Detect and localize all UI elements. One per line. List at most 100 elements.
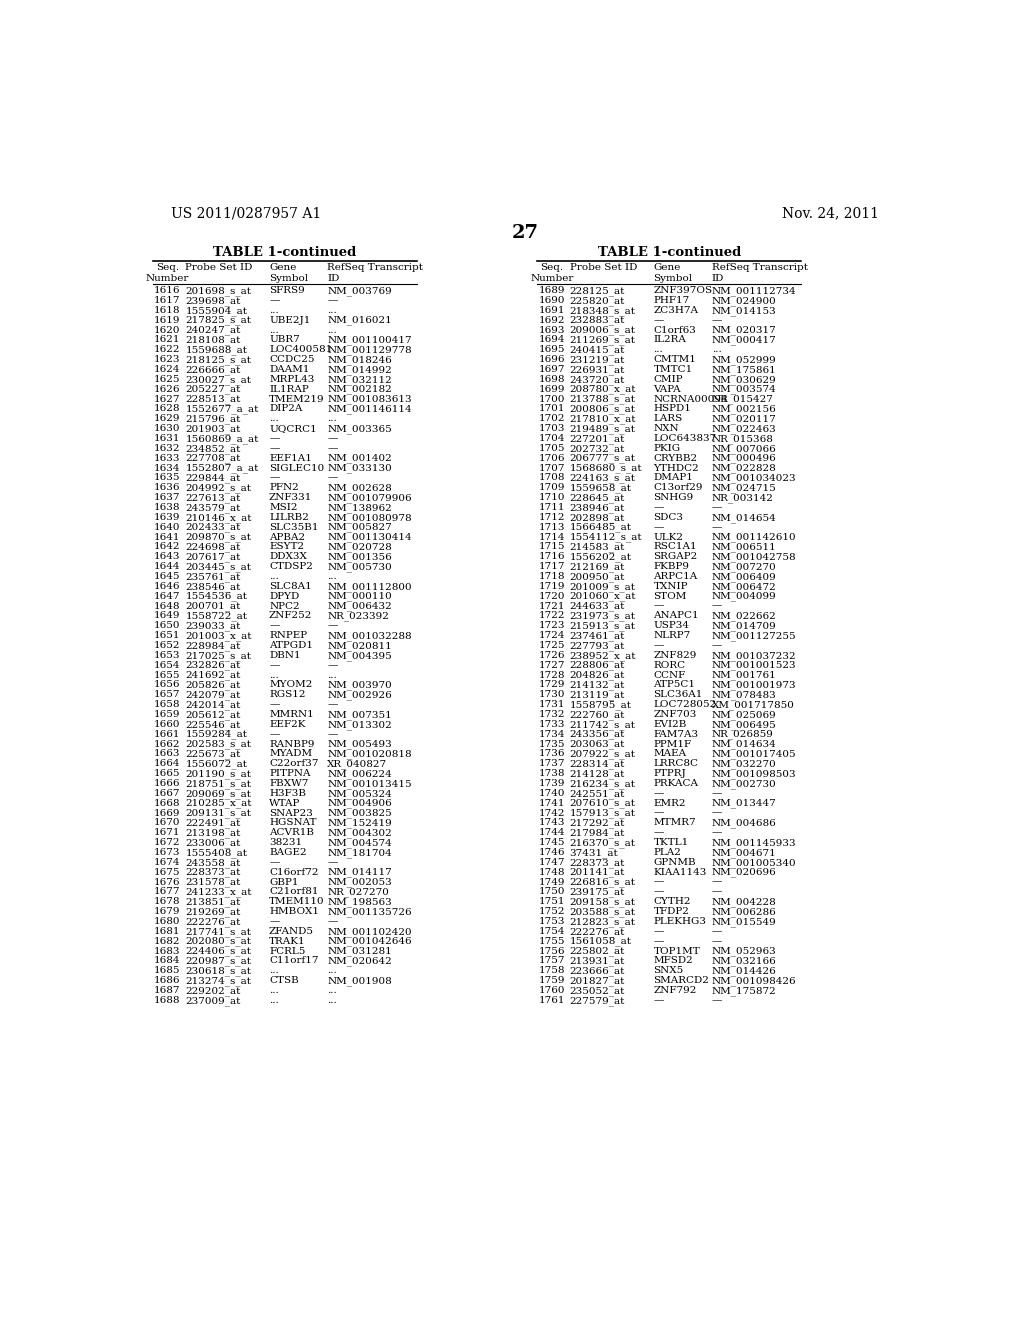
- Text: DMAP1: DMAP1: [653, 474, 693, 483]
- Text: —: —: [712, 809, 722, 817]
- Text: 1688: 1688: [155, 995, 181, 1005]
- Text: NM_006511: NM_006511: [712, 543, 776, 552]
- Text: SRGAP2: SRGAP2: [653, 552, 697, 561]
- Text: 37431_at: 37431_at: [569, 847, 618, 858]
- Text: ...: ...: [269, 966, 279, 975]
- Text: ULK2: ULK2: [653, 532, 683, 541]
- Text: —: —: [269, 444, 280, 453]
- Text: 242079_at: 242079_at: [185, 690, 241, 700]
- Text: NM_014634: NM_014634: [712, 739, 776, 750]
- Text: 1741: 1741: [539, 799, 565, 808]
- Text: 219269_at: 219269_at: [185, 907, 241, 917]
- Text: 1713: 1713: [539, 523, 565, 532]
- Text: C16orf72: C16orf72: [269, 867, 318, 876]
- Text: 220987_s_at: 220987_s_at: [185, 957, 251, 966]
- Text: NM_001129778: NM_001129778: [328, 346, 412, 355]
- Text: —: —: [712, 937, 722, 945]
- Text: NM_001146114: NM_001146114: [328, 404, 412, 414]
- Text: 1640: 1640: [155, 523, 181, 532]
- Text: 1669: 1669: [155, 809, 181, 817]
- Text: 214583_at: 214583_at: [569, 543, 625, 552]
- Text: 1552677_a_at: 1552677_a_at: [185, 404, 259, 414]
- Text: 222276_at: 222276_at: [185, 917, 241, 927]
- Text: 233006_at: 233006_at: [185, 838, 241, 847]
- Text: 217810_x_at: 217810_x_at: [569, 414, 636, 424]
- Text: MYOM2: MYOM2: [269, 680, 312, 689]
- Text: ESYT2: ESYT2: [269, 543, 304, 552]
- Text: 1721: 1721: [539, 602, 565, 611]
- Text: NM_001112800: NM_001112800: [328, 582, 412, 591]
- Text: UQCRC1: UQCRC1: [269, 424, 316, 433]
- Text: 1707: 1707: [539, 463, 565, 473]
- Text: SNX5: SNX5: [653, 966, 684, 975]
- Text: CRYBB2: CRYBB2: [653, 454, 697, 463]
- Text: NM_020642: NM_020642: [328, 957, 392, 966]
- Text: 1712: 1712: [539, 513, 565, 521]
- Text: 1690: 1690: [539, 296, 565, 305]
- Text: —: —: [653, 789, 664, 797]
- Text: 207610_s_at: 207610_s_at: [569, 799, 636, 808]
- Text: NM_030629: NM_030629: [712, 375, 776, 384]
- Text: 1743: 1743: [539, 818, 565, 828]
- Text: NM_004395: NM_004395: [328, 651, 392, 660]
- Text: 1655: 1655: [155, 671, 181, 680]
- Text: FBXW7: FBXW7: [269, 779, 308, 788]
- Text: 1619: 1619: [155, 315, 181, 325]
- Text: 1644: 1644: [155, 562, 181, 572]
- Text: 207922_s_at: 207922_s_at: [569, 750, 636, 759]
- Text: 1705: 1705: [539, 444, 565, 453]
- Text: 1559284_at: 1559284_at: [185, 730, 248, 739]
- Text: ATP5C1: ATP5C1: [653, 680, 695, 689]
- Text: 205612_at: 205612_at: [185, 710, 241, 719]
- Text: 1718: 1718: [539, 572, 565, 581]
- Text: 1628: 1628: [155, 404, 181, 413]
- Text: —: —: [712, 927, 722, 936]
- Text: NM_002628: NM_002628: [328, 483, 392, 494]
- Text: SLC36A1: SLC36A1: [653, 690, 702, 700]
- Text: 228373_at: 228373_at: [569, 858, 625, 867]
- Text: NM_002730: NM_002730: [712, 779, 776, 789]
- Text: 207617_at: 207617_at: [185, 552, 241, 562]
- Text: 1711: 1711: [539, 503, 565, 512]
- Text: —: —: [269, 730, 280, 739]
- Text: 225546_at: 225546_at: [185, 719, 241, 730]
- Text: 225802_at: 225802_at: [569, 946, 625, 956]
- Text: NM_004671: NM_004671: [712, 847, 776, 858]
- Text: NM_001079906: NM_001079906: [328, 494, 412, 503]
- Text: SLC8A1: SLC8A1: [269, 582, 311, 591]
- Text: —: —: [328, 730, 338, 739]
- Text: 239698_at: 239698_at: [185, 296, 241, 306]
- Text: RANBP9: RANBP9: [269, 739, 314, 748]
- Text: NM_002926: NM_002926: [328, 690, 392, 700]
- Text: ZNF829: ZNF829: [653, 651, 696, 660]
- Text: RNPEP: RNPEP: [269, 631, 307, 640]
- Text: 230027_s_at: 230027_s_at: [185, 375, 251, 384]
- Text: SNHG9: SNHG9: [653, 494, 693, 502]
- Text: SMARCD2: SMARCD2: [653, 975, 710, 985]
- Text: 218125_s_at: 218125_s_at: [185, 355, 251, 364]
- Text: 1558722_at: 1558722_at: [185, 611, 248, 622]
- Text: 238546_at: 238546_at: [185, 582, 241, 591]
- Text: 228645_at: 228645_at: [569, 494, 625, 503]
- Text: XR_040827: XR_040827: [328, 759, 387, 770]
- Text: NM_138962: NM_138962: [328, 503, 392, 512]
- Text: PKIG: PKIG: [653, 444, 681, 453]
- Text: —: —: [653, 809, 664, 817]
- Text: CCDC25: CCDC25: [269, 355, 314, 364]
- Text: —: —: [328, 434, 338, 444]
- Text: 1634: 1634: [155, 463, 181, 473]
- Text: 1685: 1685: [155, 966, 181, 975]
- Text: 217741_s_at: 217741_s_at: [185, 927, 251, 937]
- Text: 243720_at: 243720_at: [569, 375, 625, 384]
- Text: 224163_s_at: 224163_s_at: [569, 474, 636, 483]
- Text: 1701: 1701: [539, 404, 565, 413]
- Text: NM_024715: NM_024715: [712, 483, 776, 494]
- Text: 200950_at: 200950_at: [569, 572, 625, 582]
- Text: 210146_x_at: 210146_x_at: [185, 513, 252, 523]
- Text: ZNF397OS: ZNF397OS: [653, 286, 713, 296]
- Text: 1726: 1726: [539, 651, 565, 660]
- Text: —: —: [269, 296, 280, 305]
- Text: ...: ...: [328, 306, 337, 315]
- Text: —: —: [712, 523, 722, 532]
- Text: H3F3B: H3F3B: [269, 789, 306, 797]
